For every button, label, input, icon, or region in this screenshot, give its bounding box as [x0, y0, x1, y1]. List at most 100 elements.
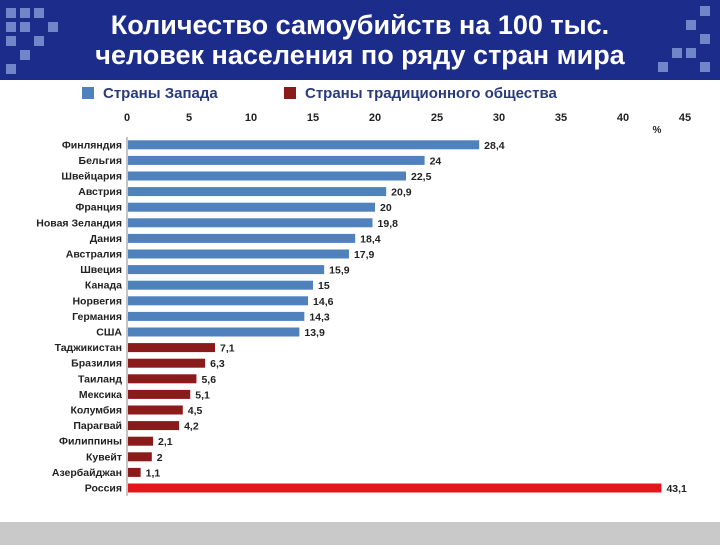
category-label: Австрия — [78, 186, 122, 198]
bar — [128, 311, 305, 321]
category-label: Филиппины — [59, 436, 122, 448]
bar — [128, 140, 480, 150]
bar — [128, 405, 183, 415]
decor-square — [700, 6, 710, 16]
decor-square — [20, 8, 30, 18]
category-label: Канада — [85, 280, 122, 292]
bar — [128, 421, 180, 431]
bar — [128, 280, 313, 290]
decor-square — [20, 22, 30, 32]
value-label: 22,5 — [411, 171, 432, 183]
title-line-1: Количество самоубийств на 100 тыс. — [110, 10, 610, 40]
header-banner: Количество самоубийств на 100 тыс. челов… — [0, 0, 720, 80]
decor-square — [686, 20, 696, 30]
x-tick-label: 35 — [555, 112, 567, 124]
decor-square — [20, 50, 30, 60]
category-label: Швеция — [80, 264, 122, 276]
decor-square — [672, 48, 682, 58]
category-label: Россия — [85, 483, 122, 495]
value-label: 2 — [157, 452, 163, 464]
value-label: 14,6 — [313, 296, 334, 308]
legend-label-traditional: Страны традиционного общества — [305, 85, 557, 102]
unit-label: % — [653, 125, 662, 136]
value-label: 43,1 — [666, 483, 687, 495]
decor-square — [700, 62, 710, 72]
x-tick-label: 0 — [124, 112, 130, 124]
footer-bar — [0, 522, 720, 545]
bar — [128, 389, 191, 399]
bar-chart: 0 5 10 15 20 25 30 35 40 45% Финляндия 28,4 Бельгия 2… — [36, 112, 691, 496]
decor-square — [6, 36, 16, 46]
value-label: 24 — [430, 155, 442, 167]
category-label: Парагвай — [73, 420, 122, 432]
bar — [128, 374, 197, 384]
value-label: 20 — [380, 202, 392, 214]
value-label: 18,4 — [360, 233, 381, 245]
value-label: 7,1 — [220, 343, 235, 355]
value-label: 28,4 — [484, 140, 505, 152]
category-label: Бразилия — [71, 358, 122, 370]
bar — [128, 467, 141, 477]
bar — [128, 218, 373, 228]
bar — [128, 265, 325, 275]
legend-item-traditional: Страны традиционного общества — [284, 85, 557, 102]
value-label: 5,1 — [195, 389, 210, 401]
legend-item-west: Страны Запада — [82, 85, 218, 102]
title-line-2: человек населения по ряду стран мира — [95, 40, 625, 70]
x-tick-label: 5 — [186, 112, 192, 124]
category-label: Швейцария — [61, 171, 122, 183]
decor-square — [6, 8, 16, 18]
bar — [128, 343, 216, 353]
value-label: 20,9 — [391, 187, 412, 199]
value-label: 15 — [318, 280, 330, 292]
page-title: Количество самоубийств на 100 тыс. челов… — [60, 10, 660, 70]
decor-square — [686, 48, 696, 58]
decor-square — [6, 64, 16, 74]
x-tick-label: 25 — [431, 112, 443, 124]
legend-swatch-west — [82, 87, 94, 99]
x-tick-label: 45 — [679, 112, 691, 124]
decor-square — [700, 34, 710, 44]
bar — [128, 296, 309, 306]
bar — [128, 358, 206, 368]
category-label: Норвегия — [72, 295, 122, 307]
decor-square — [34, 8, 44, 18]
legend-label-west: Страны Запада — [103, 85, 218, 102]
category-label: Дания — [90, 233, 122, 245]
category-label: Таиланд — [78, 373, 122, 385]
bar — [128, 483, 662, 493]
value-label: 5,6 — [201, 374, 216, 386]
decor-square — [658, 62, 668, 72]
bar — [128, 327, 300, 337]
value-label: 19,8 — [378, 218, 399, 230]
decor-square — [48, 22, 58, 32]
x-tick-label: 20 — [369, 112, 381, 124]
category-label: США — [96, 327, 122, 339]
category-label: Азербайджан — [52, 467, 122, 479]
category-label: Мексика — [79, 389, 122, 401]
bar — [128, 249, 349, 259]
decor-square — [6, 22, 16, 32]
x-tick-label: 40 — [617, 112, 629, 124]
category-label: Франция — [75, 202, 122, 214]
category-label: Таджикистан — [55, 342, 122, 354]
value-label: 14,3 — [309, 311, 330, 323]
value-label: 1,1 — [146, 467, 161, 479]
category-label: Новая Зеландия — [36, 217, 122, 229]
decor-square — [34, 36, 44, 46]
value-label: 13,9 — [304, 327, 325, 339]
category-label: Кувейт — [86, 451, 122, 463]
bar — [128, 233, 356, 243]
category-label: Финляндия — [62, 139, 122, 151]
value-label: 6,3 — [210, 358, 225, 370]
bar — [128, 187, 387, 197]
x-tick-label: 15 — [307, 112, 319, 124]
category-label: Бельгия — [79, 155, 122, 167]
category-label: Австралия — [66, 249, 122, 261]
x-tick-label: 10 — [245, 112, 257, 124]
legend-swatch-traditional — [284, 87, 296, 99]
x-tick-label: 30 — [493, 112, 505, 124]
bar — [128, 202, 375, 212]
bar — [128, 155, 425, 165]
value-label: 4,2 — [184, 421, 199, 433]
